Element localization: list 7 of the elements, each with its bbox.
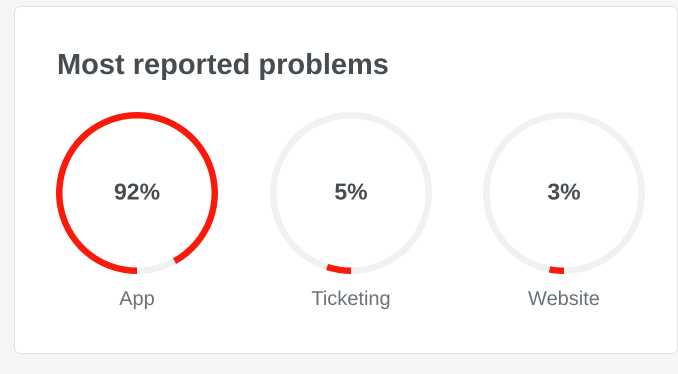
text: Website xyxy=(527,288,601,311)
text: 5% xyxy=(334,178,368,204)
chart-title: Most reported problems xyxy=(57,49,389,82)
text: 92% xyxy=(114,178,160,204)
text: 3% xyxy=(547,178,581,204)
text: App xyxy=(118,288,156,311)
text: Ticketing xyxy=(310,288,392,311)
